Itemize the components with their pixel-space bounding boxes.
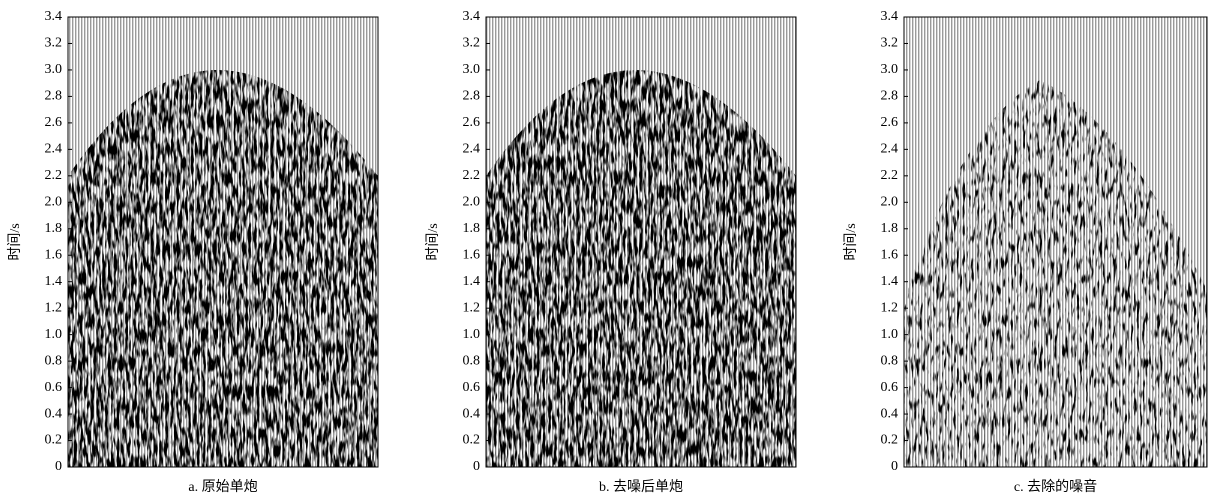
y-tick-label: 1.8 (463, 221, 481, 236)
y-tick-label: 2.8 (463, 89, 481, 104)
y-tick-label: 0.2 (45, 433, 63, 448)
y-tick-label: 0.2 (881, 433, 899, 448)
y-tick-label: 2.4 (463, 142, 481, 157)
y-tick-label: 0.6 (881, 380, 899, 395)
y-tick-label: 3.4 (45, 9, 63, 24)
y-tick-label: 0.4 (881, 406, 899, 421)
y-tick-label: 0.8 (881, 353, 899, 368)
y-tick-label: 3.2 (881, 36, 899, 51)
y-axis-label: 时间/s (843, 223, 859, 260)
y-tick-label: 1.4 (881, 274, 899, 289)
y-tick-label: 2.2 (45, 168, 63, 183)
panel: 0 0.2 0.4 0.6 0.8 1.0 1.2 1.4 1.6 1.8 2.0 2.2 2.4 2.6… (425, 9, 796, 495)
y-axis-label: 时间/s (7, 223, 23, 260)
y-tick-label: 1.2 (45, 300, 63, 315)
y-tick-label: 1.2 (881, 300, 899, 315)
y-tick-label: 2.2 (881, 168, 899, 183)
panel-caption: b. 去噪后单炮 (599, 479, 683, 495)
y-tick-label: 0 (473, 459, 480, 474)
y-tick-label: 3.2 (463, 36, 481, 51)
y-tick-label: 2.0 (463, 195, 481, 210)
y-tick-label: 0.8 (463, 353, 481, 368)
y-tick-label: 3.0 (463, 62, 481, 77)
y-tick-label: 3.0 (881, 62, 899, 77)
y-tick-label: 1.0 (463, 327, 481, 342)
y-tick-label: 1.4 (463, 274, 481, 289)
y-tick-label: 2.0 (45, 195, 63, 210)
y-tick-label: 3.4 (463, 9, 481, 24)
y-tick-label: 0.6 (45, 380, 63, 395)
y-tick-label: 0.2 (463, 433, 481, 448)
panel: 0 0.2 0.4 0.6 0.8 1.0 1.2 1.4 1.6 1.8 2.0 2.2 2.4 2.6… (843, 9, 1207, 495)
y-tick-label: 2.8 (45, 89, 63, 104)
y-tick-label: 1.6 (881, 247, 899, 262)
y-tick-label: 3.2 (45, 36, 63, 51)
y-tick-label: 0 (55, 459, 62, 474)
y-tick-label: 2.6 (45, 115, 63, 130)
y-tick-label: 0.8 (45, 353, 63, 368)
y-tick-label: 1.0 (45, 327, 63, 342)
y-tick-label: 2.0 (881, 195, 899, 210)
y-tick-label: 1.0 (881, 327, 899, 342)
panel-caption: c. 去除的噪音 (1014, 478, 1097, 495)
y-tick-label: 2.4 (881, 142, 899, 157)
y-tick-label: 1.8 (881, 221, 899, 236)
y-tick-label: 0.6 (463, 380, 481, 395)
y-tick-label: 1.8 (45, 221, 63, 236)
figure: 0 0.2 0.4 0.6 0.8 1.0 1.2 1.4 1.6 1.8 2.0 2.2 2.4 2.6… (0, 0, 1209, 498)
y-tick-label: 1.6 (45, 247, 63, 262)
y-tick-label: 1.6 (463, 247, 481, 262)
y-tick-label: 2.8 (881, 89, 899, 104)
y-tick-label: 2.4 (45, 142, 63, 157)
y-tick-label: 1.4 (45, 274, 63, 289)
y-tick-label: 2.6 (881, 115, 899, 130)
y-tick-label: 1.2 (463, 300, 481, 315)
y-tick-label: 0.4 (463, 406, 481, 421)
panel: 0 0.2 0.4 0.6 0.8 1.0 1.2 1.4 1.6 1.8 2.0 2.2 2.4 2.6… (7, 9, 378, 495)
y-tick-label: 0.4 (45, 406, 63, 421)
y-tick-label: 2.6 (463, 115, 481, 130)
panel-caption: a. 原始单炮 (188, 479, 257, 495)
y-tick-label: 2.2 (463, 168, 481, 183)
y-tick-label: 3.0 (45, 62, 63, 77)
y-tick-label: 0 (891, 459, 898, 474)
y-tick-label: 3.4 (881, 9, 899, 24)
y-axis-label: 时间/s (425, 223, 441, 260)
